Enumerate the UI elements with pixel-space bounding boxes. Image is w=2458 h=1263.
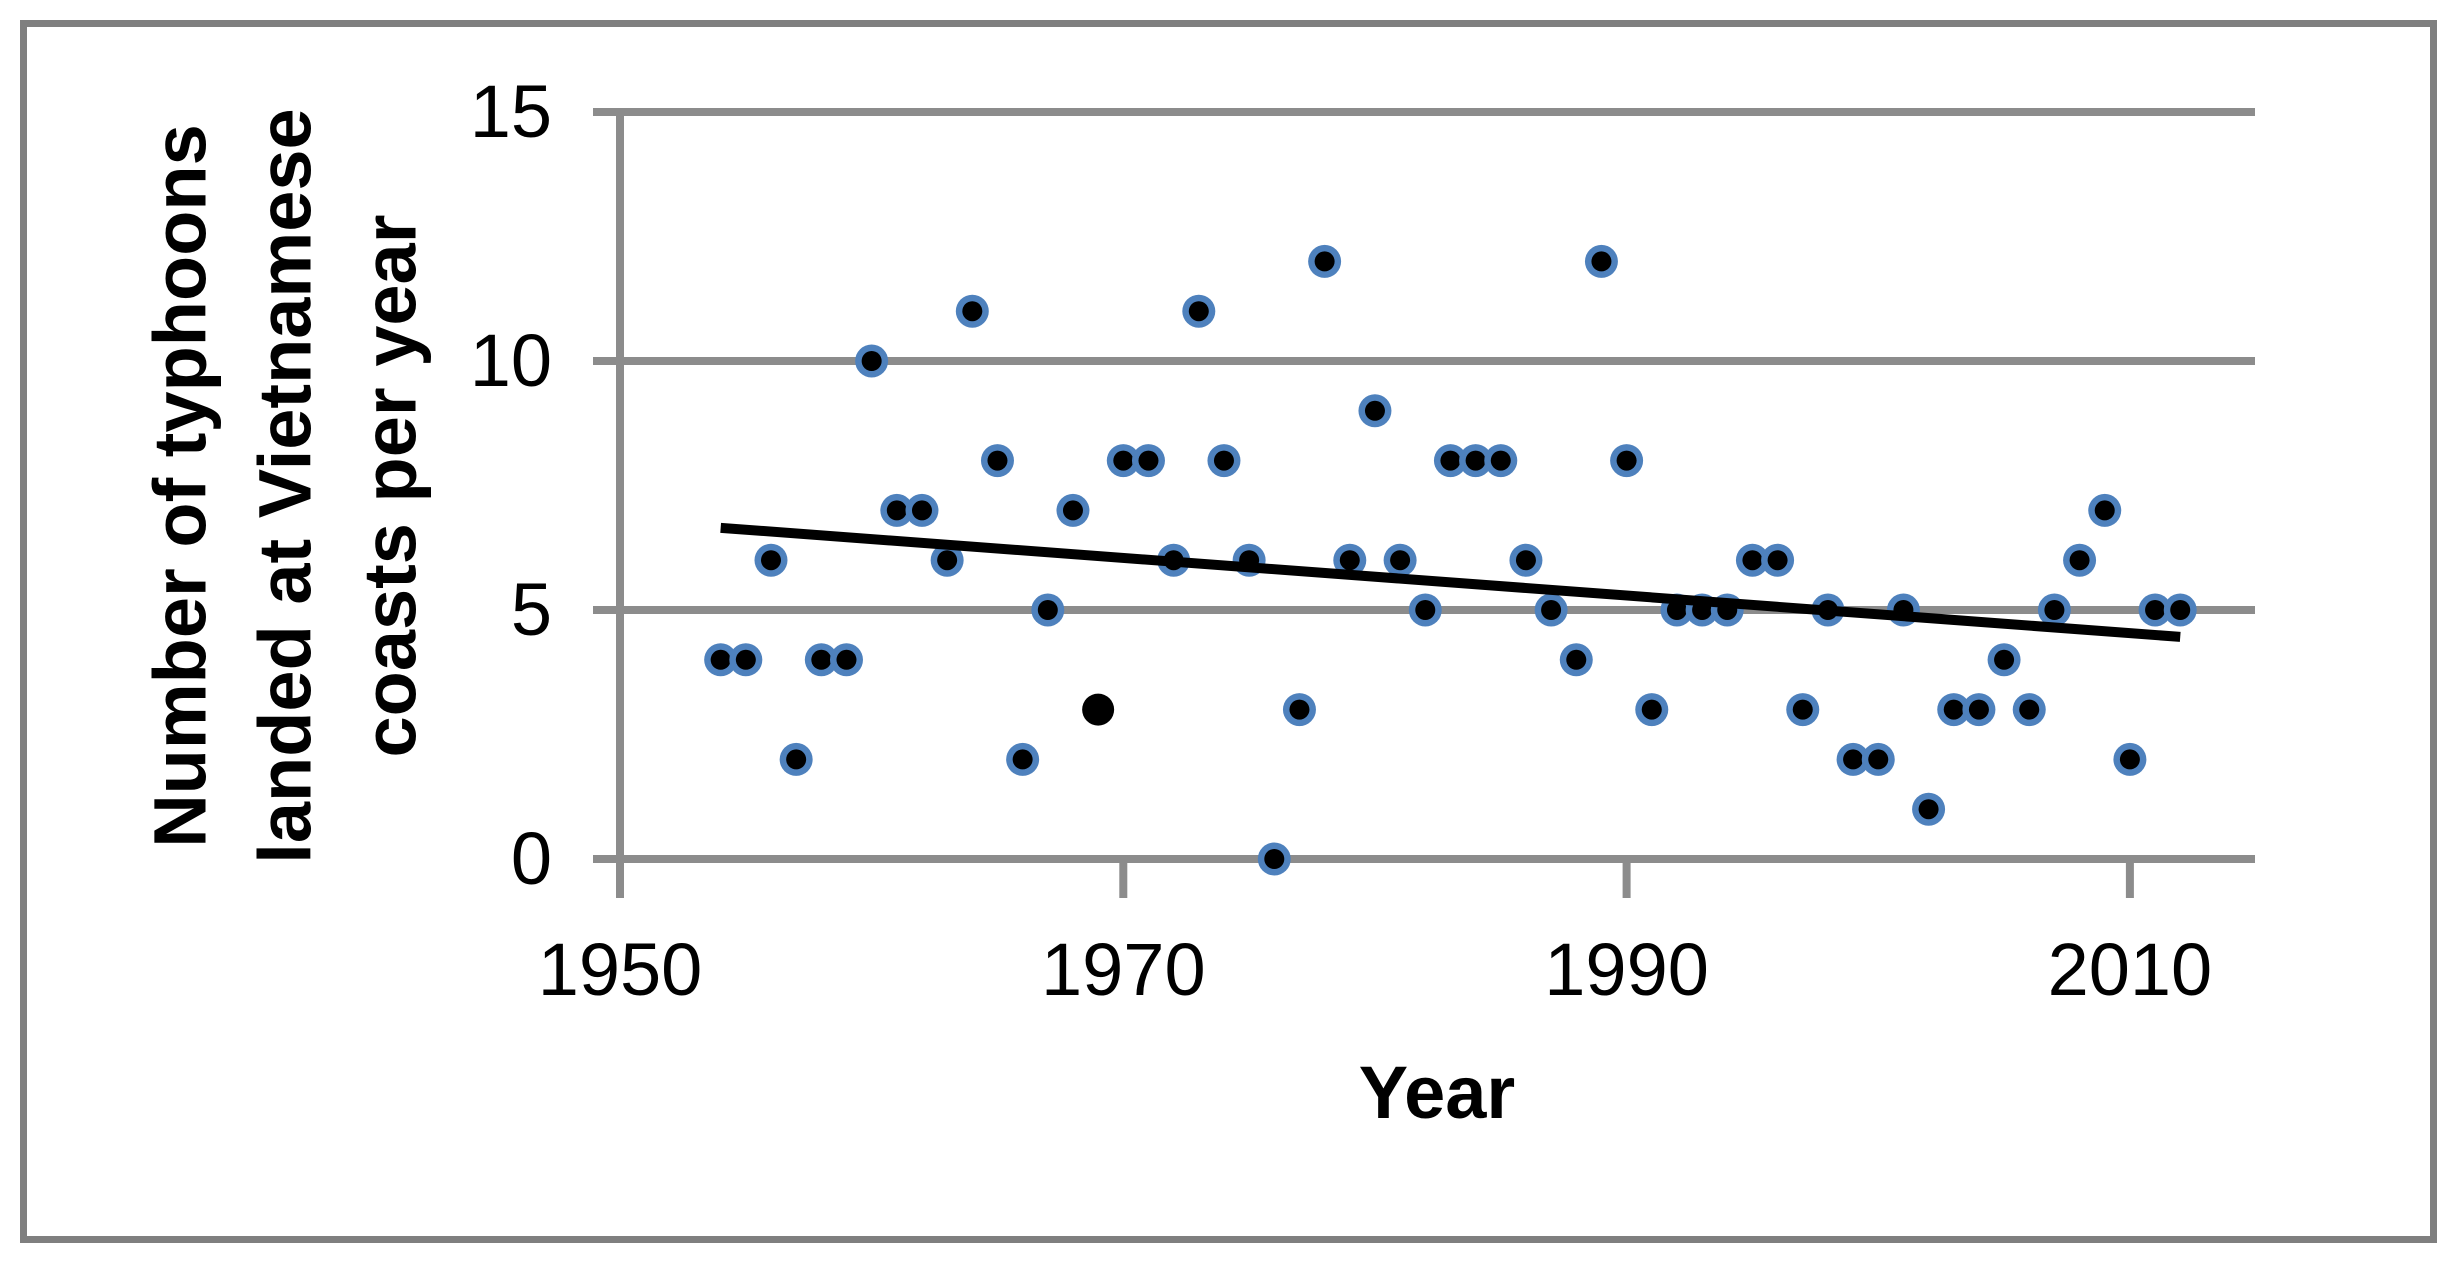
data-point-1971 <box>1131 444 1165 478</box>
data-point-1978 <box>1308 244 1342 278</box>
data-point-1966 <box>1006 742 1040 776</box>
data-point-2010 <box>2113 742 2147 776</box>
data-point-2002 <box>1912 792 1946 826</box>
data-point-1961 <box>880 493 914 527</box>
data-point-1989 <box>1584 244 1618 278</box>
data-point-1962 <box>905 493 939 527</box>
data-point-1976 <box>1257 842 1291 876</box>
data-point-1999 <box>1836 742 1870 776</box>
data-point-1983 <box>1433 444 1467 478</box>
y-tick-label-5: 5 <box>510 568 552 651</box>
y-axis-title: Number of typhoons landed at Vietnamese … <box>128 108 443 863</box>
data-point-1970 <box>1106 444 1140 478</box>
data-point-1963 <box>930 543 964 577</box>
data-point-1957 <box>779 742 813 776</box>
y-tick-label-0: 0 <box>510 817 552 900</box>
data-point-1959 <box>829 643 863 677</box>
data-point-1979 <box>1333 543 1367 577</box>
data-point-1986 <box>1509 543 1543 577</box>
data-point-2000 <box>1861 742 1895 776</box>
data-point-1988 <box>1559 643 1593 677</box>
x-axis-title: Year <box>1358 1051 1516 1134</box>
data-point-2003 <box>1937 693 1971 727</box>
data-point-1974 <box>1207 444 1241 478</box>
data-point-1990 <box>1610 444 1644 478</box>
y-axis-title-line-1: Number of typhoons <box>138 124 222 848</box>
x-tick-label-1990: 1990 <box>1544 928 1709 1011</box>
x-tick-label-2010: 2010 <box>2047 928 2213 1011</box>
x-tick-label-1950: 1950 <box>537 928 703 1011</box>
data-point-1987 <box>1534 593 1568 627</box>
data-point-1995 <box>1735 543 1769 577</box>
chart-outer-border <box>20 20 2437 1243</box>
data-point-2006 <box>2012 693 2046 727</box>
data-point-1969 <box>1082 693 1115 726</box>
data-point-1981 <box>1383 543 1417 577</box>
data-point-1977 <box>1282 693 1316 727</box>
data-point-1954 <box>704 643 738 677</box>
y-tick-label-10: 10 <box>469 319 552 402</box>
data-point-1984 <box>1459 444 1493 478</box>
data-point-1956 <box>754 543 788 577</box>
data-point-1964 <box>955 294 989 328</box>
data-point-1997 <box>1786 693 1820 727</box>
data-point-1965 <box>980 444 1014 478</box>
data-point-1973 <box>1182 294 1216 328</box>
y-tick-label-15: 15 <box>469 70 552 153</box>
data-point-1958 <box>804 643 838 677</box>
data-point-1982 <box>1408 593 1442 627</box>
data-point-2009 <box>2088 493 2122 527</box>
data-point-2011 <box>2138 593 2172 627</box>
data-point-1980 <box>1358 394 1392 428</box>
data-point-1991 <box>1635 693 1669 727</box>
y-axis-title-line-2: landed at Vietnamese <box>243 108 327 864</box>
data-point-2005 <box>1987 643 2021 677</box>
data-point-1968 <box>1056 493 1090 527</box>
data-point-2007 <box>2037 593 2071 627</box>
data-point-1996 <box>1761 543 1795 577</box>
data-point-1985 <box>1484 444 1518 478</box>
data-point-1967 <box>1031 593 1065 627</box>
data-point-1960 <box>855 344 889 378</box>
data-point-2012 <box>2163 593 2197 627</box>
trendline <box>720 522 2181 642</box>
data-point-2004 <box>1962 693 1996 727</box>
data-point-1955 <box>729 643 763 677</box>
x-tick-label-1970: 1970 <box>1040 928 1206 1011</box>
y-axis-title-line-3: coasts per year <box>348 214 432 758</box>
data-point-2008 <box>2063 543 2097 577</box>
